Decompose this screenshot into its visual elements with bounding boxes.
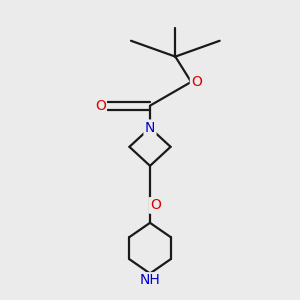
Text: O: O bbox=[191, 75, 202, 89]
Text: N: N bbox=[145, 121, 155, 135]
Text: O: O bbox=[95, 99, 106, 113]
Text: NH: NH bbox=[140, 274, 160, 287]
Text: O: O bbox=[150, 198, 161, 212]
